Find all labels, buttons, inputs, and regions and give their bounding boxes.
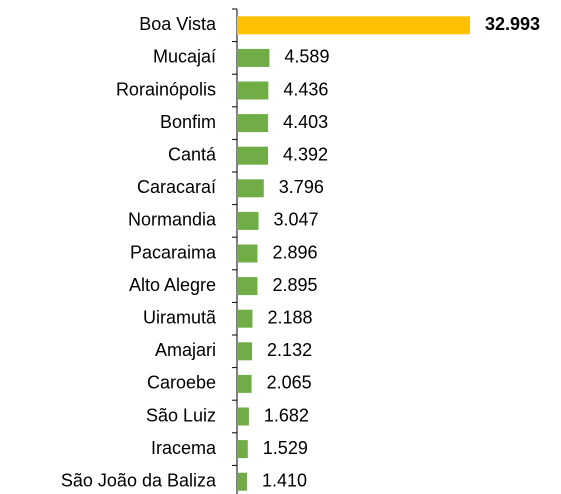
category-label: Amajari <box>155 340 216 360</box>
value-label: 1.682 <box>264 405 309 425</box>
value-label: 4.403 <box>283 112 328 132</box>
bar <box>237 244 258 263</box>
category-label: Normandia <box>128 210 217 230</box>
value-label: 4.589 <box>284 47 329 67</box>
bar <box>237 81 269 100</box>
value-label: 2.896 <box>272 242 317 262</box>
category-label: Rorainópolis <box>116 79 216 99</box>
bar <box>237 277 258 296</box>
category-label: Uiramutã <box>143 307 217 327</box>
bar <box>237 374 252 393</box>
category-label: Bonfim <box>160 112 216 132</box>
category-label: Mucajaí <box>153 47 216 67</box>
bar <box>237 309 253 328</box>
category-label: Alto Alegre <box>129 275 216 295</box>
bar <box>237 211 259 230</box>
value-label: 4.436 <box>283 79 328 99</box>
category-label: São Luiz <box>146 405 216 425</box>
category-label: Boa Vista <box>139 14 217 34</box>
category-label: Iracema <box>151 438 217 458</box>
value-label: 2.188 <box>267 307 312 327</box>
value-label: 4.392 <box>283 144 328 164</box>
bar <box>237 472 247 491</box>
bar <box>237 146 269 165</box>
value-label: 2.065 <box>267 373 312 393</box>
category-label: Caracaraí <box>137 177 216 197</box>
bar <box>237 179 264 198</box>
bar <box>237 16 470 35</box>
bar <box>237 114 269 133</box>
value-label: 1.529 <box>263 438 308 458</box>
bar <box>237 407 249 426</box>
category-label: Caroebe <box>147 373 216 393</box>
category-label: Cantá <box>168 144 217 164</box>
value-label: 1.410 <box>262 470 307 490</box>
category-label: São João da Baliza <box>61 470 217 490</box>
value-label: 2.895 <box>272 275 317 295</box>
value-label: 3.796 <box>279 177 324 197</box>
bar <box>237 440 248 459</box>
value-label: 2.132 <box>267 340 312 360</box>
value-label: 32.993 <box>485 14 540 34</box>
bar <box>237 48 270 67</box>
category-label: Pacaraima <box>130 242 217 262</box>
bar <box>237 342 253 361</box>
value-label: 3.047 <box>274 210 319 230</box>
